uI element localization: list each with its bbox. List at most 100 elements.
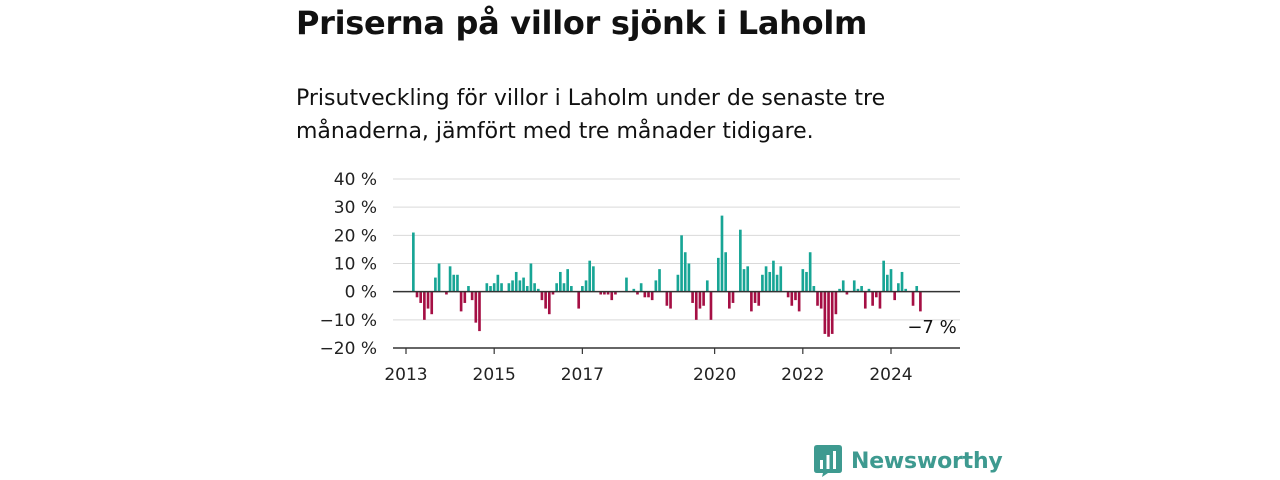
bar xyxy=(430,291,434,315)
bar xyxy=(415,291,419,298)
bar xyxy=(551,291,555,295)
bar xyxy=(790,291,794,306)
x-tick-label: 2013 xyxy=(384,365,427,385)
bar xyxy=(478,291,481,332)
bar xyxy=(599,291,603,295)
x-axis: 2013 2015 2017 2020 2022 2024 xyxy=(384,290,960,385)
bar xyxy=(603,291,606,295)
bar xyxy=(919,291,922,312)
bar xyxy=(860,286,863,292)
bar xyxy=(511,280,514,292)
bar xyxy=(889,269,893,292)
bar xyxy=(768,271,772,292)
bar xyxy=(753,291,757,303)
newsworthy-logo-icon xyxy=(814,445,842,477)
bar xyxy=(470,291,474,301)
bar xyxy=(728,291,731,309)
x-tick-label: 2022 xyxy=(781,365,824,385)
bar xyxy=(588,260,592,292)
bar xyxy=(492,283,496,292)
chart-title: Priserna på villor sjönk i Laholm xyxy=(296,4,868,42)
bar xyxy=(816,291,819,306)
bar xyxy=(456,274,459,292)
bar xyxy=(437,263,441,292)
bar xyxy=(525,286,529,292)
bar xyxy=(764,266,768,292)
newsworthy-logo[interactable]: Newsworthy xyxy=(814,445,1003,477)
bar xyxy=(459,291,463,312)
y-tick-label: 40 % xyxy=(334,170,377,190)
bar xyxy=(559,271,562,292)
bar xyxy=(808,252,812,292)
bar xyxy=(514,271,518,292)
bar xyxy=(566,269,569,292)
bar xyxy=(775,274,779,292)
bar xyxy=(856,288,860,292)
bar xyxy=(801,269,805,292)
bar xyxy=(705,280,709,292)
x-tick-label: 2024 xyxy=(869,365,912,385)
bar xyxy=(724,252,727,292)
bar xyxy=(694,291,698,320)
bar xyxy=(647,291,650,298)
bar xyxy=(485,283,489,292)
bar xyxy=(610,291,614,301)
bar xyxy=(779,266,783,292)
bar xyxy=(739,229,742,292)
bar xyxy=(547,291,551,315)
chart-subtitle: Prisutveckling för villor i Laholm under… xyxy=(296,86,886,144)
bar xyxy=(904,288,908,292)
bar xyxy=(625,277,628,292)
bar xyxy=(562,283,566,292)
bar xyxy=(731,291,735,303)
bar xyxy=(680,235,683,292)
bar xyxy=(445,291,448,295)
bar xyxy=(834,291,838,315)
bar xyxy=(852,280,856,292)
bar xyxy=(797,291,801,312)
bar xyxy=(614,291,617,295)
bar xyxy=(522,277,525,292)
bar xyxy=(577,291,581,309)
bar xyxy=(606,291,610,295)
bar xyxy=(467,286,470,292)
bars xyxy=(412,215,922,337)
gridlines xyxy=(393,178,960,349)
bar xyxy=(636,291,639,295)
bar xyxy=(581,286,584,292)
bar xyxy=(871,291,874,306)
bar xyxy=(874,291,878,298)
y-tick-label: 20 % xyxy=(334,226,377,246)
y-tick-label: 0 % xyxy=(345,283,377,303)
bar xyxy=(772,260,775,292)
bar xyxy=(716,257,720,292)
bar xyxy=(867,288,871,292)
bar xyxy=(419,291,423,303)
bar xyxy=(882,260,885,292)
bar xyxy=(536,288,540,292)
bar xyxy=(915,286,919,292)
bar xyxy=(658,269,661,292)
bar xyxy=(632,288,636,292)
bar xyxy=(698,291,702,309)
bar xyxy=(654,280,658,292)
bar xyxy=(643,291,647,298)
bar xyxy=(544,291,547,309)
bar xyxy=(452,274,456,292)
bar xyxy=(489,286,492,292)
bar xyxy=(812,286,816,292)
bar xyxy=(830,291,834,334)
y-tick-label: 10 % xyxy=(334,255,377,275)
bar xyxy=(669,291,672,309)
bar xyxy=(845,291,849,295)
bar xyxy=(702,291,705,306)
bar xyxy=(746,266,750,292)
y-tick-label: −20 % xyxy=(320,339,377,359)
x-tick-label: 2020 xyxy=(693,365,736,385)
bar xyxy=(786,291,790,298)
bar xyxy=(474,291,478,323)
bar xyxy=(448,266,452,292)
last-value-annotation: −7 % xyxy=(907,317,956,338)
bar xyxy=(897,283,900,292)
